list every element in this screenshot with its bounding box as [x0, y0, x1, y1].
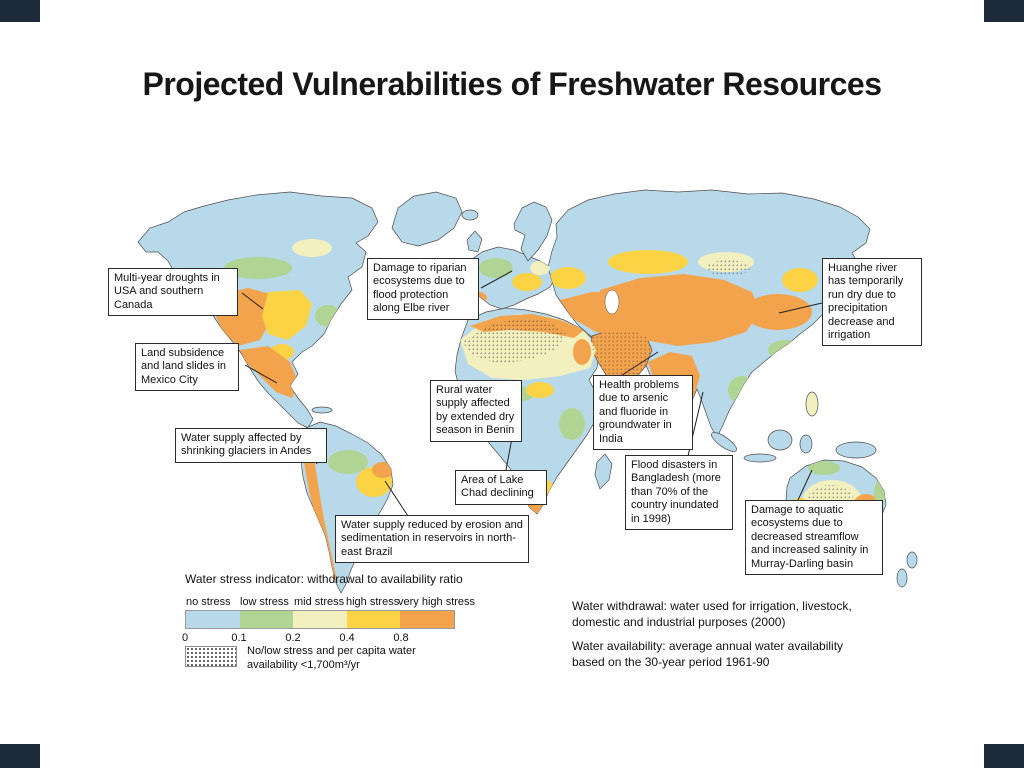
- legend-label-no-stress: no stress: [186, 596, 231, 608]
- callout-andes-glaciers: Water supply affected by shrinking glaci…: [175, 428, 327, 463]
- callout-india-groundwater: Health problems due to arsenic and fluor…: [593, 375, 693, 451]
- legend-swatch: [239, 611, 294, 628]
- legend-tick: 0.1: [231, 632, 247, 644]
- slide-corner-decoration: [0, 744, 40, 768]
- caspian-sea: [604, 289, 620, 315]
- legend-swatch: [186, 611, 240, 628]
- borneo: [767, 429, 793, 451]
- callout-lake-chad: Area of Lake Chad declining: [455, 470, 547, 505]
- legend-tick: 0: [181, 632, 189, 644]
- sulawesi: [799, 434, 813, 454]
- legend-hatch-note: No/low stress and per capita water avail…: [247, 645, 416, 671]
- legend-swatch: [346, 611, 401, 628]
- java: [743, 453, 777, 463]
- callout-bangladesh-floods: Flood disasters in Bangladesh (more than…: [625, 455, 733, 531]
- slide-corner-decoration: [0, 0, 40, 22]
- legend-label-low-stress: low stress: [240, 596, 289, 608]
- new-zealand: [906, 551, 918, 569]
- note-water-withdrawal: Water withdrawal: water used for irrigat…: [572, 599, 852, 629]
- sumatra: [711, 432, 737, 452]
- legend-tick: 0.2: [285, 632, 301, 644]
- note-water-availability: Water availability: average annual water…: [572, 639, 844, 669]
- slide-corner-decoration: [984, 744, 1024, 768]
- legend-label-very-high-stress: very high stress: [398, 596, 476, 608]
- callout-brazil-reservoirs: Water supply reduced by erosion and sedi…: [335, 515, 529, 564]
- legend-swatch: [400, 611, 454, 628]
- legend-tick: 0.4: [339, 632, 355, 644]
- callout-usa-droughts: Multi-year droughts in USA and southern …: [108, 268, 238, 317]
- new-guinea: [835, 441, 877, 459]
- legend-label-high-stress: high stress: [346, 596, 400, 608]
- callout-huanghe-river: Huanghe river has temporarily run dry du…: [822, 258, 922, 347]
- legend-tick: 0.8: [393, 632, 409, 644]
- new-zealand: [896, 568, 908, 588]
- legend-swatch: [293, 611, 347, 628]
- cuba: [311, 406, 333, 414]
- callout-murray-darling: Damage to aquatic ecosystems due to decr…: [745, 500, 883, 576]
- madagascar: [594, 453, 613, 490]
- legend-color-bar: [185, 610, 455, 629]
- slide-corner-decoration: [984, 0, 1024, 22]
- legend-title: Water stress indicator: withdrawal to av…: [185, 572, 463, 586]
- callout-mexico-city: Land subsidence and land slides in Mexic…: [135, 343, 239, 392]
- legend-label-mid-stress: mid stress: [294, 596, 345, 608]
- slide-title: Projected Vulnerabilities of Freshwater …: [142, 66, 882, 102]
- philippines: [805, 391, 819, 417]
- british-isles: [466, 230, 483, 253]
- greenland: [391, 191, 463, 247]
- iceland: [461, 209, 479, 221]
- callout-benin: Rural water supply affected by extended …: [430, 380, 522, 442]
- legend-hatch-swatch: [185, 646, 237, 667]
- continent-europe: [466, 246, 558, 310]
- callout-elbe-river: Damage to riparian ecosystems due to flo…: [367, 258, 479, 320]
